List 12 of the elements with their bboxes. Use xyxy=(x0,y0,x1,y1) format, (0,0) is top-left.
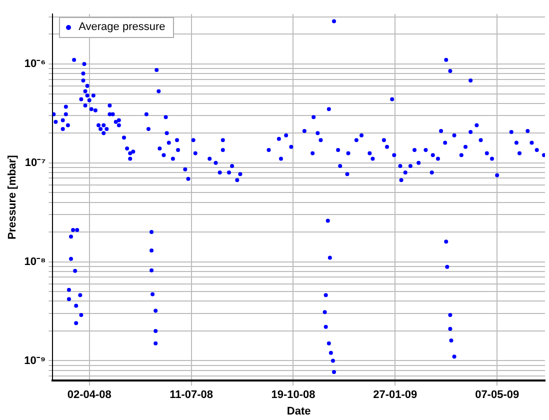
y-axis-title: Pressure [mbar] xyxy=(6,154,19,240)
x-tick-label: 11-07-08 xyxy=(170,389,214,402)
x-tick-label: 02-04-08 xyxy=(67,389,112,402)
y-tick-label: 10⁻⁹ xyxy=(24,354,46,367)
x-tick-label: 07-05-09 xyxy=(475,389,520,402)
x-axis-title: Date xyxy=(286,405,311,418)
y-tick-label: 10⁻⁸ xyxy=(24,256,46,268)
x-tick-label: 19-10-08 xyxy=(271,389,316,402)
legend-label: Average pressure xyxy=(78,20,166,35)
x-tick-label: 27-01-09 xyxy=(373,389,418,402)
y-tick-label: 10⁻⁷ xyxy=(24,156,46,169)
y-tick-label: 10⁻⁶ xyxy=(24,58,46,70)
